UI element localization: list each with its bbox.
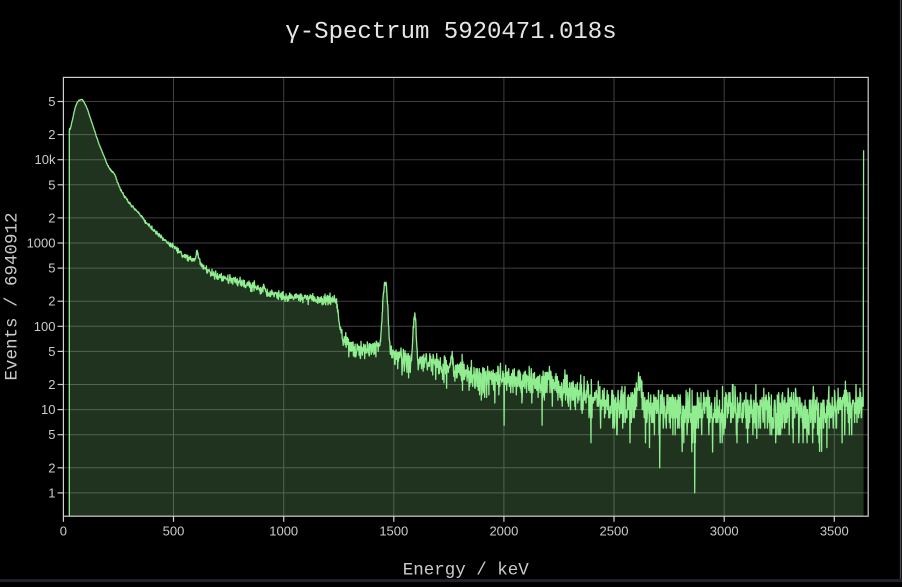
svg-text:2500: 2500 — [600, 524, 629, 539]
svg-text:γ-Spectrum 5920471.018s: γ-Spectrum 5920471.018s — [285, 19, 616, 46]
svg-text:1000: 1000 — [269, 524, 298, 539]
svg-text:5: 5 — [48, 427, 55, 442]
svg-text:5: 5 — [48, 261, 55, 276]
svg-text:2: 2 — [48, 210, 55, 225]
svg-text:100: 100 — [34, 319, 56, 334]
svg-text:2: 2 — [48, 377, 55, 392]
svg-text:2: 2 — [48, 460, 55, 475]
svg-text:0: 0 — [60, 524, 67, 539]
svg-text:Events / 6940912: Events / 6940912 — [3, 212, 23, 380]
svg-text:5: 5 — [48, 177, 55, 192]
svg-text:3000: 3000 — [710, 524, 739, 539]
svg-text:1500: 1500 — [379, 524, 408, 539]
svg-text:10: 10 — [41, 402, 55, 417]
svg-text:2000: 2000 — [489, 524, 518, 539]
svg-text:2: 2 — [48, 127, 55, 142]
svg-text:5: 5 — [48, 344, 55, 359]
svg-text:1000: 1000 — [27, 236, 56, 251]
svg-text:Energy / keV: Energy / keV — [403, 561, 530, 581]
svg-text:2: 2 — [48, 294, 55, 309]
svg-text:5: 5 — [48, 94, 55, 109]
svg-text:500: 500 — [163, 524, 185, 539]
svg-text:10k: 10k — [35, 152, 56, 167]
svg-text:1: 1 — [48, 485, 55, 500]
svg-text:3500: 3500 — [820, 524, 849, 539]
